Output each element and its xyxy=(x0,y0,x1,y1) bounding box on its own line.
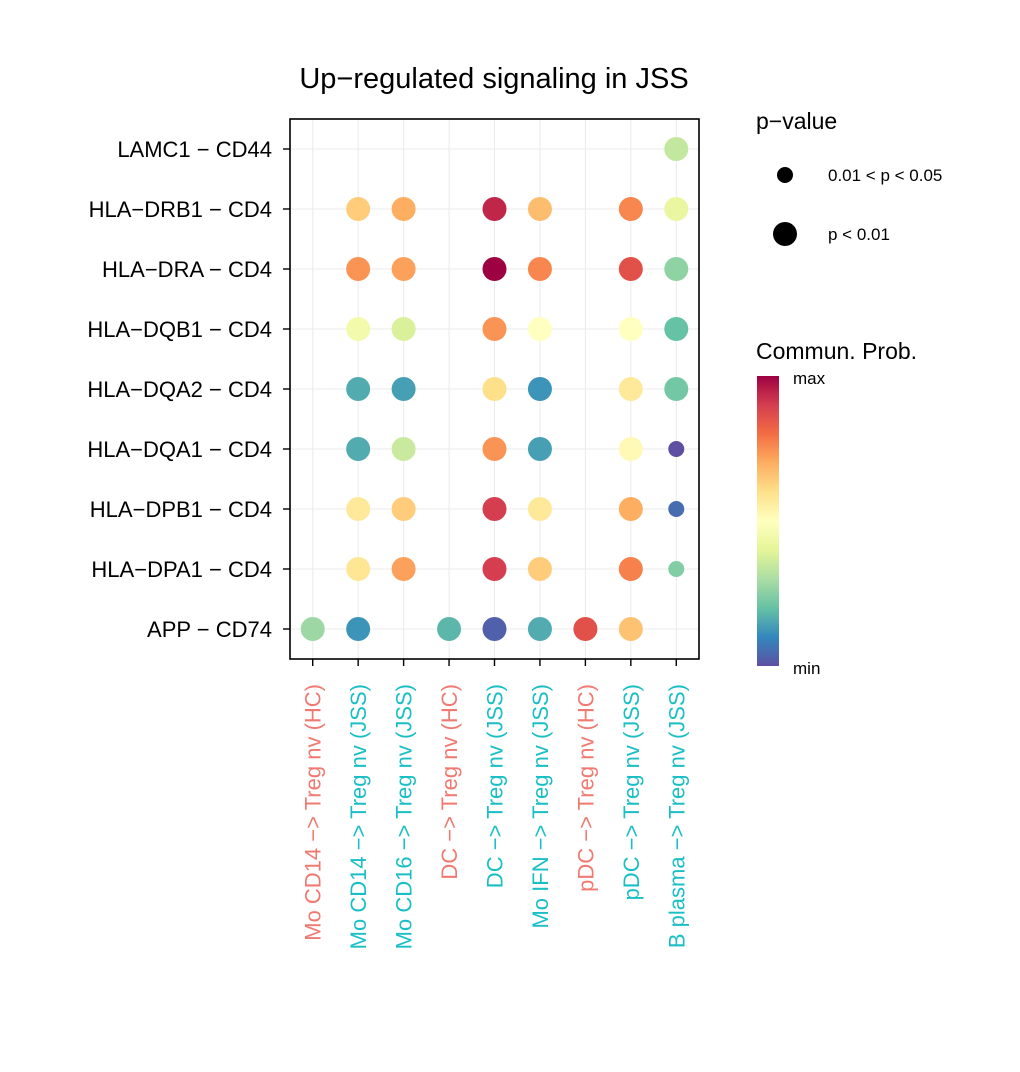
data-point xyxy=(668,441,685,457)
data-point xyxy=(346,437,371,461)
x-tick-label: Mo CD14 −> Treg nv (JSS) xyxy=(346,684,371,949)
x-axis: Mo CD14 −> Treg nv (HC) Mo CD14 −> Treg n… xyxy=(301,659,689,949)
data-point xyxy=(664,317,689,341)
data-point xyxy=(618,617,643,641)
y-tick-label: HLA−DQA1 − CD4 xyxy=(87,437,272,462)
colorbar xyxy=(757,376,779,666)
data-point xyxy=(482,497,507,521)
y-tick-label: HLA−DRA − CD4 xyxy=(102,257,272,282)
pvalue-legend-label-1: 0.01 < p < 0.05 xyxy=(828,166,942,185)
data-point xyxy=(668,561,685,577)
chart-title: Up−regulated signaling in JSS xyxy=(299,63,688,95)
pvalue-legend-large-dot xyxy=(773,222,797,246)
data-point xyxy=(391,497,416,521)
x-tick-label: B plasma −> Treg nv (JSS) xyxy=(664,684,689,948)
pvalue-legend-label-2: p < 0.01 xyxy=(828,225,890,244)
x-tick-label: pDC −> Treg nv (JSS) xyxy=(619,684,644,900)
data-point xyxy=(346,317,371,341)
data-point xyxy=(482,257,507,281)
y-tick-label: HLA−DPB1 − CD4 xyxy=(90,497,272,522)
data-point xyxy=(664,377,689,401)
data-point xyxy=(618,497,643,521)
data-point xyxy=(527,497,552,521)
data-point xyxy=(527,257,552,281)
y-axis: APP − CD74 HLA−DPA1 − CD4 HLA−DPB1 − CD4 HL… xyxy=(87,137,290,642)
x-tick-label: Mo CD14 −> Treg nv (HC) xyxy=(301,684,326,941)
legend: p−value 0.01 < p < 0.05 p < 0.01 Commun.… xyxy=(756,108,942,678)
data-points xyxy=(300,137,689,641)
data-point xyxy=(437,617,462,641)
data-point xyxy=(618,437,643,461)
y-tick-label: HLA−DQA2 − CD4 xyxy=(87,377,272,402)
pvalue-legend-title: p−value xyxy=(756,108,837,134)
data-point xyxy=(346,617,371,641)
data-point xyxy=(346,497,371,521)
data-point xyxy=(391,437,416,461)
data-point xyxy=(618,377,643,401)
y-tick-label: LAMC1 − CD44 xyxy=(117,137,272,162)
data-point xyxy=(618,197,643,221)
data-point xyxy=(527,437,552,461)
x-tick-label: Mo CD16 −> Treg nv (JSS) xyxy=(392,684,417,949)
data-point xyxy=(664,137,689,161)
y-tick-label: APP − CD74 xyxy=(147,617,272,642)
x-tick-label: DC −> Treg nv (HC) xyxy=(437,684,462,880)
data-point xyxy=(527,317,552,341)
data-point xyxy=(482,437,507,461)
data-point xyxy=(527,197,552,221)
data-point xyxy=(346,557,371,581)
data-point xyxy=(482,377,507,401)
data-point xyxy=(618,257,643,281)
x-tick-label: Mo IFN −> Treg nv (JSS) xyxy=(528,684,553,929)
data-point xyxy=(668,501,685,517)
data-point xyxy=(482,197,507,221)
data-point xyxy=(664,257,689,281)
pvalue-legend-small-dot xyxy=(777,167,793,183)
colorbar-title: Commun. Prob. xyxy=(756,338,917,364)
colorbar-max-label: max xyxy=(793,369,826,388)
data-point xyxy=(482,557,507,581)
data-point xyxy=(618,317,643,341)
data-point xyxy=(664,197,689,221)
x-tick-label: pDC −> Treg nv (HC) xyxy=(573,684,598,892)
data-point xyxy=(346,377,371,401)
data-point xyxy=(573,617,598,641)
data-point xyxy=(618,557,643,581)
data-point xyxy=(391,257,416,281)
data-point xyxy=(391,197,416,221)
data-point xyxy=(482,617,507,641)
colorbar-min-label: min xyxy=(793,659,820,678)
data-point xyxy=(527,617,552,641)
data-point xyxy=(527,557,552,581)
data-point xyxy=(300,617,325,641)
data-point xyxy=(482,317,507,341)
y-tick-label: HLA−DRB1 − CD4 xyxy=(89,197,272,222)
y-tick-label: HLA−DQB1 − CD4 xyxy=(87,317,272,342)
data-point xyxy=(527,377,552,401)
data-point xyxy=(391,317,416,341)
data-point xyxy=(391,557,416,581)
data-point xyxy=(391,377,416,401)
data-point xyxy=(346,257,371,281)
y-tick-label: HLA−DPA1 − CD4 xyxy=(91,557,272,582)
data-point xyxy=(346,197,371,221)
x-tick-label: DC −> Treg nv (JSS) xyxy=(483,684,508,888)
